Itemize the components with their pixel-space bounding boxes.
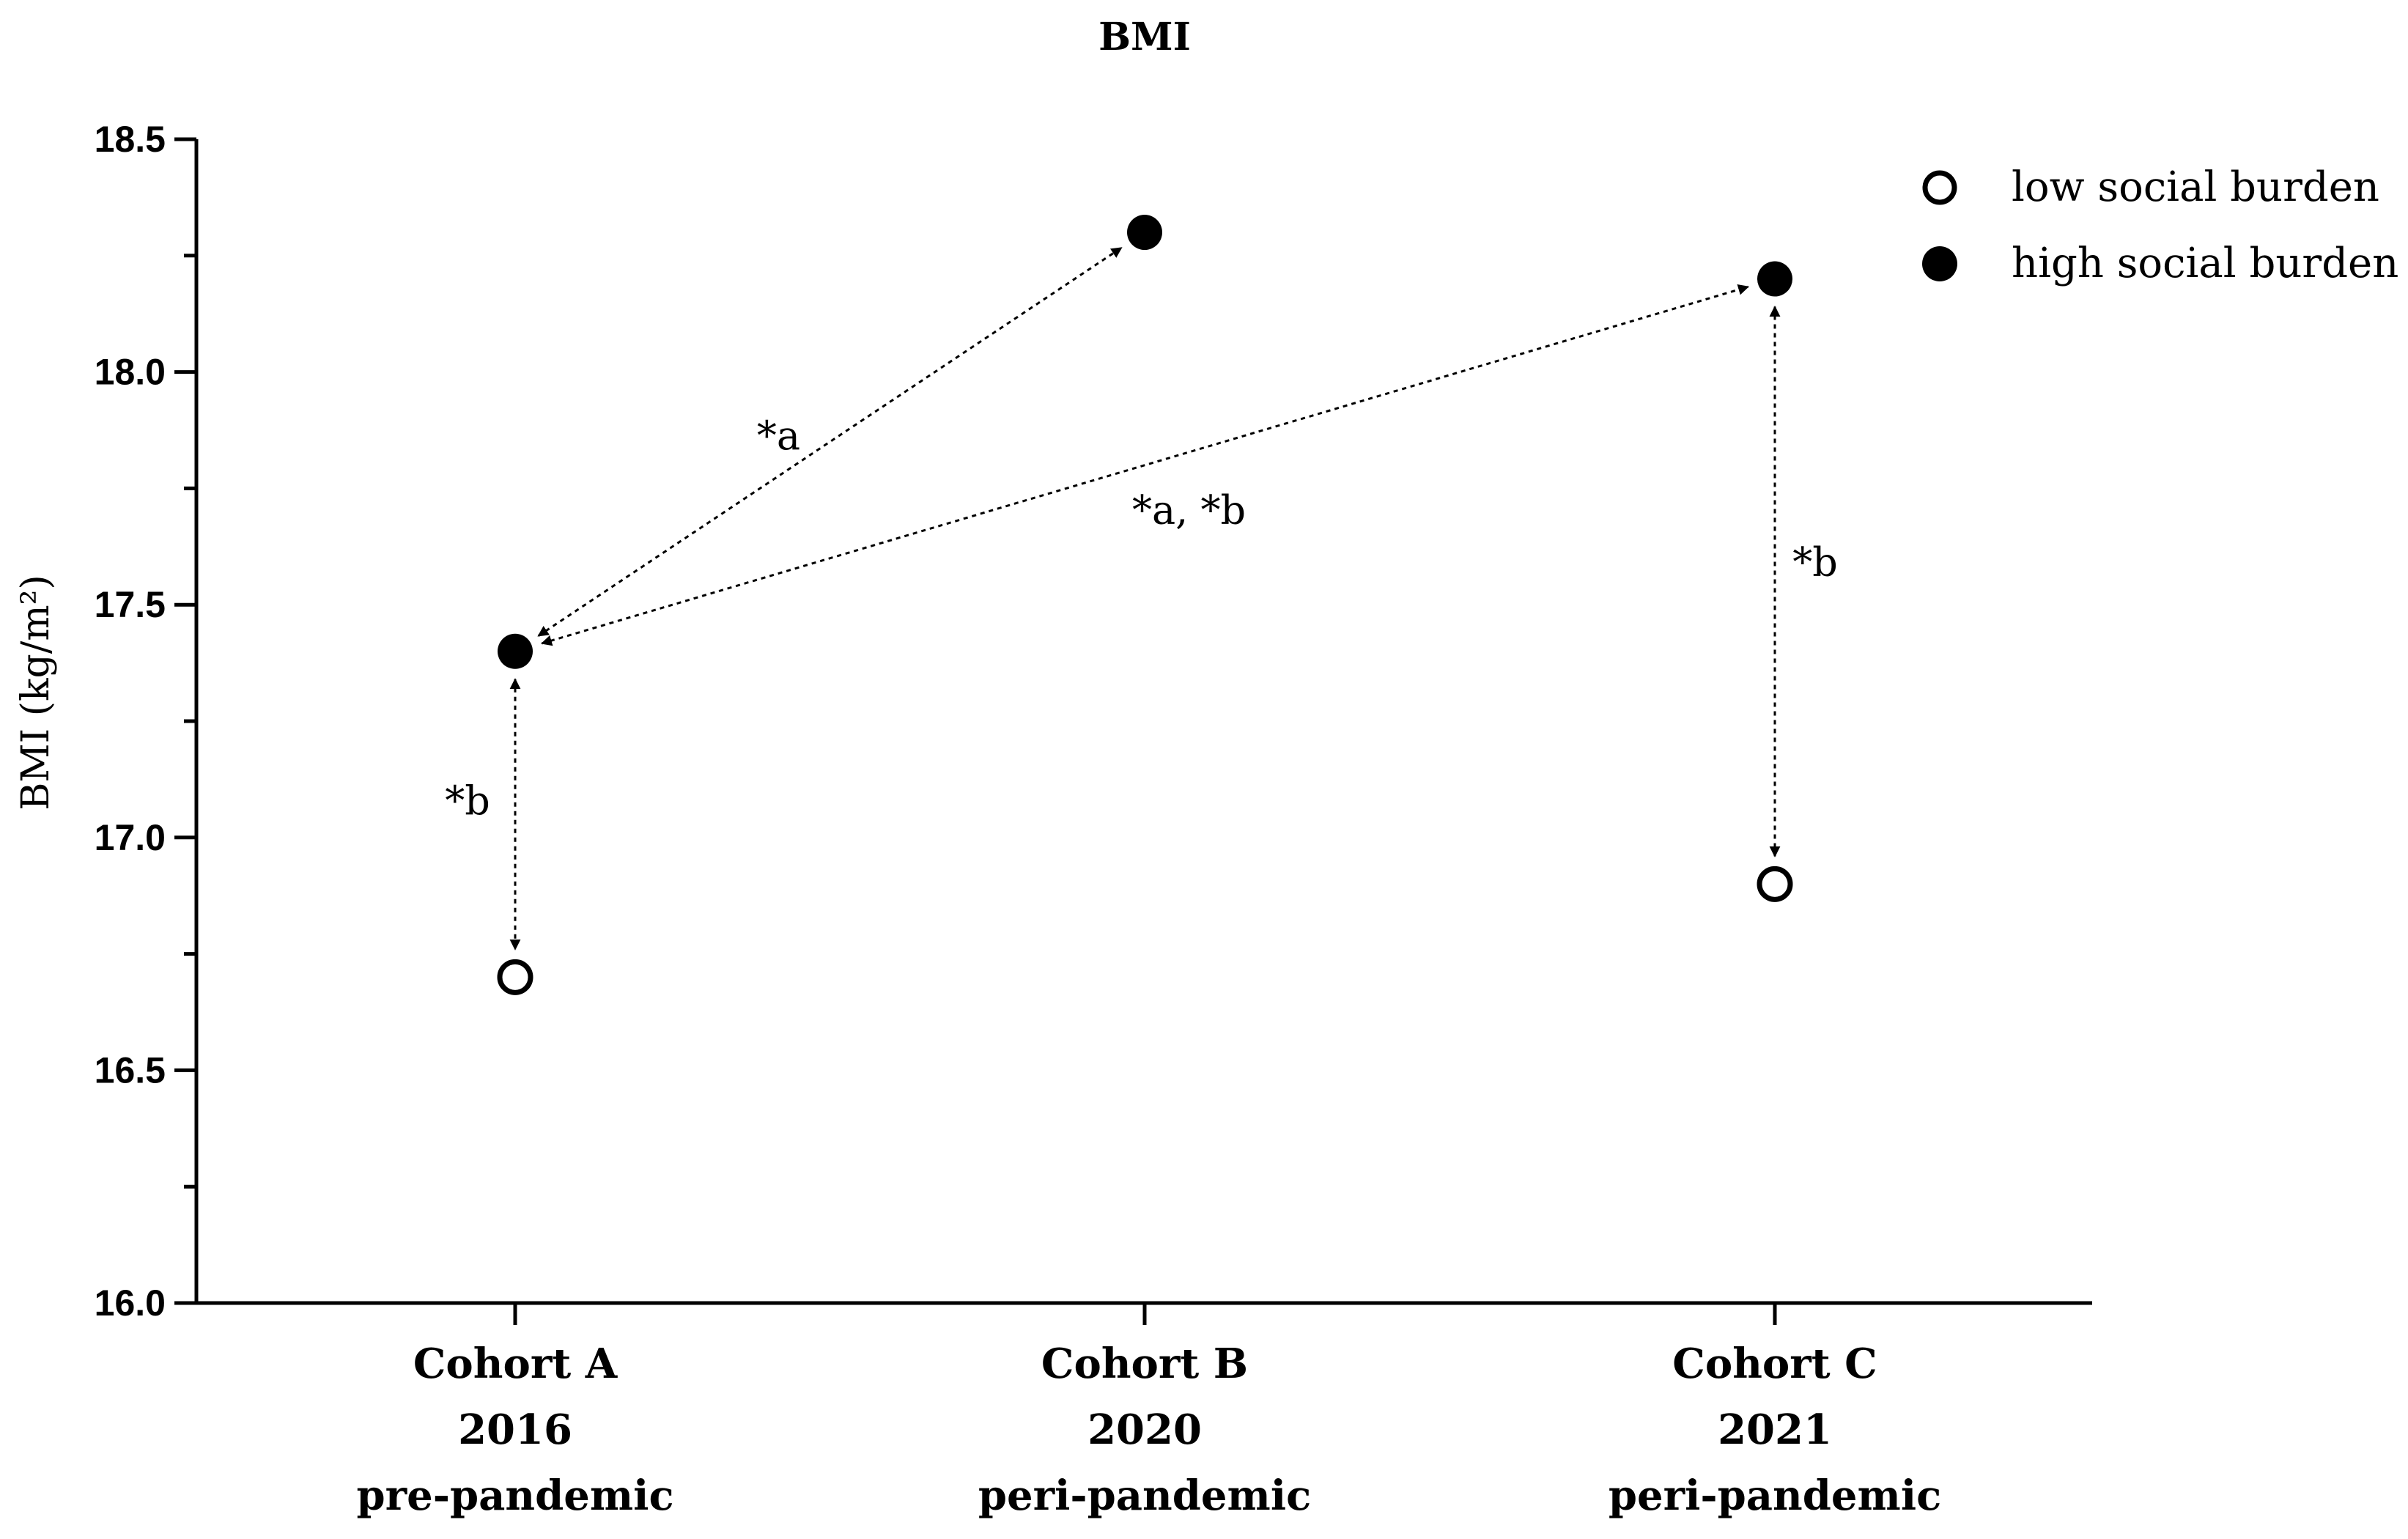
x-category-label: pre-pandemic: [356, 1472, 673, 1520]
x-category-label: 2020: [1087, 1406, 1202, 1454]
y-tick-label: 17.0: [95, 817, 166, 858]
x-category-label: 2016: [458, 1406, 572, 1454]
x-category-label: peri-pandemic: [978, 1472, 1311, 1520]
x-category-label: peri-pandemic: [1609, 1472, 1941, 1520]
legend-marker-low: [1922, 170, 1957, 205]
y-axis-label: BMI (kg/m²): [14, 575, 58, 811]
x-category-label: Cohort A: [413, 1340, 618, 1388]
x-axis-categories: Cohort A 2016 pre-pandemic Cohort B 2020 peri…: [356, 1303, 1941, 1520]
y-tick-label: 17.5: [95, 584, 166, 625]
point-low-social-burden: [497, 959, 533, 995]
point-high-social-burden: [498, 633, 533, 669]
data-points: [497, 215, 1793, 995]
point-low-social-burden: [1757, 866, 1793, 902]
comparison-arrow: [537, 246, 1123, 637]
axes: [194, 139, 2092, 1305]
legend: low social burden high social burden: [1922, 163, 2398, 287]
legend-label-high: high social burden: [2012, 240, 2398, 287]
legend-label-low: low social burden: [2012, 163, 2379, 211]
x-category-label: Cohort B: [1041, 1340, 1248, 1388]
y-tick-label: 16.5: [95, 1049, 166, 1090]
chart-title: BMI: [1098, 15, 1191, 59]
y-axis-ticks: 16.0 16.5 17.0 17.5 18.0 18.5: [95, 119, 196, 1324]
comparison-label: *a, *b: [1132, 487, 1246, 534]
comparison-label: *b: [1792, 539, 1838, 585]
y-tick-label: 18.0: [95, 352, 166, 393]
point-high-social-burden: [1127, 215, 1162, 251]
y-tick-label: 18.5: [95, 119, 166, 160]
x-category-label: Cohort C: [1672, 1340, 1877, 1388]
legend-marker-high: [1922, 246, 1957, 281]
point-high-social-burden: [1757, 261, 1792, 297]
comparison-arrows: *a *a, *b *b *b: [445, 246, 1838, 951]
comparison-label: *a: [757, 413, 800, 459]
comparison-label: *b: [445, 778, 490, 824]
comparison-arrow: [541, 284, 1749, 646]
x-category-label: 2021: [1718, 1406, 1832, 1454]
y-tick-label: 16.0: [95, 1282, 166, 1324]
